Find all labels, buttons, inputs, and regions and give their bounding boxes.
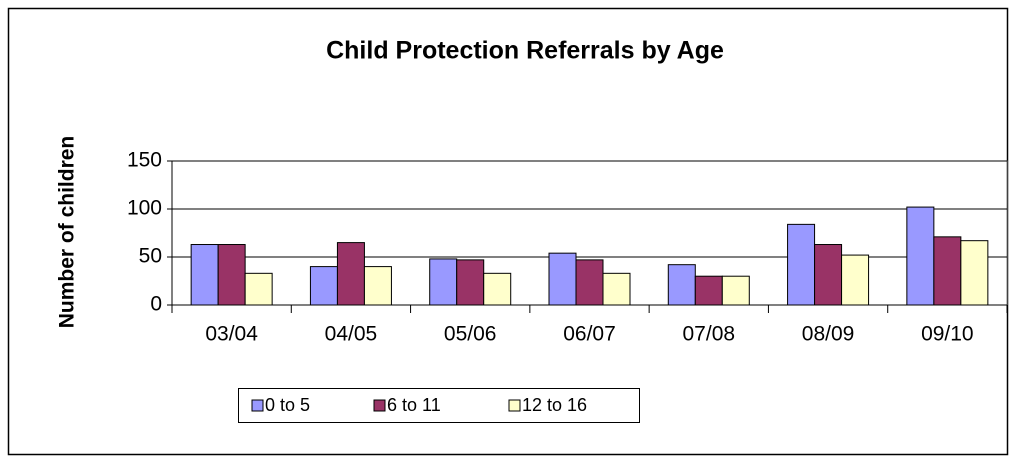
legend-label: 0 to 5 [265, 395, 310, 415]
bar [548, 252, 577, 306]
bar [429, 258, 458, 306]
legend-swatch [251, 399, 264, 412]
bar [309, 266, 338, 306]
chart-title: Child Protection Referrals by Age [326, 37, 724, 65]
bar [483, 272, 512, 306]
bar [667, 264, 696, 306]
y-tick-label: 0 [150, 293, 162, 316]
x-tick-label: 09/10 [921, 323, 974, 346]
legend-label: 6 to 11 [387, 395, 441, 415]
x-tick-label: 08/09 [802, 323, 855, 346]
x-tick-label: 03/04 [205, 323, 258, 346]
bar [960, 240, 989, 306]
bar [456, 259, 485, 306]
y-axis-label: Number of children [56, 136, 79, 329]
bar [841, 254, 870, 306]
bar [575, 259, 604, 306]
bar [363, 266, 392, 306]
bar [933, 236, 962, 306]
bar [694, 275, 723, 306]
x-tick-label: 05/06 [444, 323, 497, 346]
y-tick-label: 150 [127, 149, 162, 172]
x-tick-label: 04/05 [325, 323, 378, 346]
bar [906, 206, 935, 306]
x-tick-label: 07/08 [683, 323, 736, 346]
y-tick-label: 100 [127, 197, 162, 220]
x-tick-label: 06/07 [563, 323, 616, 346]
bar [190, 244, 219, 306]
legend-box [238, 388, 640, 423]
y-tick-label: 50 [139, 245, 162, 268]
bar [244, 272, 273, 306]
legend-swatch [508, 399, 521, 412]
bar [721, 275, 750, 306]
bar [787, 223, 816, 306]
legend-label: 12 to 16 [522, 395, 587, 415]
bar [336, 242, 365, 306]
legend-swatch [373, 399, 386, 412]
bar [217, 244, 246, 306]
bar [814, 244, 843, 306]
bar [602, 272, 631, 306]
